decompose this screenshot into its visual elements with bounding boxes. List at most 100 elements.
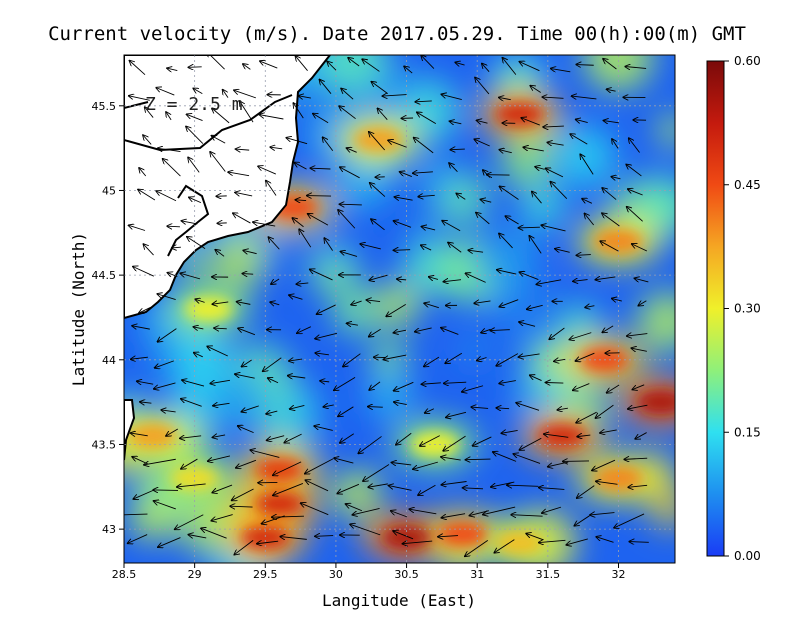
velocity-arrow: [570, 332, 592, 340]
velocity-arrow: [207, 346, 228, 357]
velocity-arrow: [130, 61, 146, 76]
speed-hotspot: [128, 424, 177, 448]
velocity-arrow: [369, 132, 386, 151]
velocity-arrow: [284, 433, 302, 442]
velocity-arrow: [214, 328, 227, 329]
velocity-arrow: [163, 159, 181, 177]
velocity-arrow: [195, 299, 205, 302]
velocity-arrow: [482, 64, 490, 72]
velocity-arrow: [145, 107, 154, 118]
velocity-arrow: [140, 402, 152, 403]
velocity-arrow: [250, 450, 280, 458]
velocity-arrow: [180, 436, 202, 439]
velocity-arrow: [212, 136, 226, 144]
velocity-arrow: [400, 172, 412, 177]
velocity-arrow: [369, 328, 381, 336]
velocity-arrow: [511, 515, 543, 517]
velocity-arrow: [242, 359, 252, 367]
speed-patch: [410, 208, 441, 239]
velocity-arrow: [415, 101, 432, 102]
velocity-arrow: [627, 207, 643, 222]
velocity-arrow: [483, 506, 516, 514]
velocity-arrow: [188, 158, 200, 173]
velocity-arrow: [418, 195, 435, 196]
velocity-arrow: [600, 430, 617, 433]
velocity-arrow: [449, 163, 458, 172]
velocity-arrow: [386, 304, 406, 316]
velocity-arrow: [172, 247, 181, 248]
speed-patch: [374, 282, 420, 328]
speed-hotspot: [439, 522, 488, 547]
velocity-arrow: [182, 221, 198, 224]
velocity-arrow: [535, 167, 545, 170]
velocity-arrow: [131, 357, 148, 359]
velocity-arrow: [425, 409, 435, 413]
x-tick-label: 30.5: [394, 568, 419, 581]
velocity-arrow: [339, 106, 356, 120]
velocity-arrow: [187, 114, 203, 121]
velocity-arrow: [139, 306, 151, 313]
velocity-arrow: [317, 304, 336, 314]
velocity-arrow: [350, 524, 381, 536]
velocity-arrow: [258, 166, 277, 175]
velocity-arrow: [550, 182, 568, 199]
velocity-arrow: [306, 480, 329, 492]
x-tick-label: 30: [329, 568, 343, 581]
velocity-arrow: [289, 359, 303, 361]
velocity-arrow: [384, 354, 407, 359]
velocity-arrow: [188, 67, 202, 68]
velocity-arrow: [629, 138, 640, 153]
velocity-arrow: [555, 249, 570, 253]
velocity-arrow: [310, 269, 333, 281]
velocity-arrow: [388, 140, 407, 148]
velocity-arrow: [341, 252, 358, 257]
velocity-arrow: [167, 226, 180, 227]
velocity-arrow: [602, 188, 617, 200]
velocity-arrow: [625, 67, 647, 69]
velocity-arrow: [443, 435, 466, 451]
velocity-arrow: [315, 536, 334, 537]
velocity-arrow: [574, 515, 590, 526]
velocity-arrow: [572, 96, 597, 99]
speed-patch: [651, 490, 675, 528]
velocity-arrow: [519, 227, 540, 228]
velocity-arrow: [129, 96, 150, 101]
speed-patch: [206, 366, 270, 430]
speed-patch: [640, 178, 675, 234]
speed-patch: [338, 469, 381, 512]
velocity-arrow: [243, 64, 251, 70]
velocity-arrow: [604, 121, 619, 123]
velocity-arrow: [213, 403, 230, 405]
velocity-arrow: [320, 381, 330, 382]
velocity-arrow: [523, 147, 544, 152]
velocity-arrow: [167, 68, 178, 70]
velocity-arrow: [530, 86, 541, 93]
velocity-arrow: [273, 483, 304, 495]
velocity-arrow: [628, 404, 648, 409]
velocity-arrow: [577, 435, 591, 437]
velocity-arrow: [327, 62, 337, 71]
velocity-arrow: [501, 430, 518, 433]
velocity-arrow: [505, 216, 519, 225]
velocity-arrow: [627, 334, 648, 336]
velocity-arrow: [633, 384, 645, 390]
y-tick-label: 44: [102, 354, 116, 367]
velocity-arrow: [570, 134, 588, 145]
velocity-arrow: [212, 108, 230, 124]
velocity-arrow: [514, 454, 541, 464]
velocity-arrow: [592, 459, 616, 470]
x-tick-label: 32: [611, 568, 625, 581]
velocity-arrow: [471, 407, 489, 408]
velocity-arrow: [496, 408, 510, 409]
velocity-arrow: [490, 330, 510, 331]
speed-patch: [210, 232, 266, 288]
velocity-arrow: [371, 219, 385, 231]
velocity-arrow: [628, 485, 648, 487]
velocity-arrow: [158, 148, 181, 153]
speed-hotspot: [170, 466, 219, 491]
velocity-arrow: [263, 357, 282, 371]
velocity-arrow: [539, 540, 566, 542]
velocity-arrow: [288, 376, 306, 378]
speed-patch: [457, 333, 492, 367]
velocity-arrow: [580, 154, 594, 175]
